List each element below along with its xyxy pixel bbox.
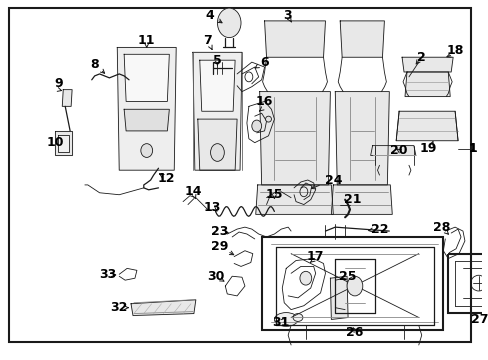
- Text: 10: 10: [46, 136, 64, 149]
- Polygon shape: [259, 91, 330, 185]
- Text: 22: 22: [370, 222, 387, 235]
- Polygon shape: [124, 54, 169, 102]
- Polygon shape: [55, 131, 72, 156]
- Polygon shape: [264, 21, 325, 57]
- Text: 30: 30: [206, 270, 224, 283]
- Polygon shape: [401, 57, 452, 72]
- Bar: [447, 254, 488, 312]
- Polygon shape: [62, 90, 72, 106]
- Text: 32: 32: [110, 301, 128, 314]
- Polygon shape: [370, 146, 415, 156]
- Polygon shape: [200, 60, 235, 111]
- Text: 27: 27: [470, 313, 488, 326]
- Polygon shape: [198, 119, 237, 170]
- Polygon shape: [340, 21, 384, 57]
- Text: 3: 3: [282, 9, 291, 22]
- Ellipse shape: [346, 276, 362, 296]
- Ellipse shape: [217, 8, 241, 37]
- Text: 24: 24: [324, 174, 342, 186]
- Polygon shape: [131, 300, 195, 315]
- Polygon shape: [192, 52, 242, 170]
- Text: 26: 26: [346, 326, 363, 339]
- Polygon shape: [117, 48, 176, 170]
- Bar: [261, 237, 443, 330]
- Polygon shape: [124, 109, 169, 131]
- Polygon shape: [331, 185, 391, 214]
- Text: 11: 11: [138, 34, 155, 47]
- Text: 13: 13: [203, 201, 221, 214]
- Text: 4: 4: [205, 9, 214, 22]
- Polygon shape: [404, 72, 449, 96]
- Text: 15: 15: [265, 188, 283, 201]
- Text: 31: 31: [272, 316, 289, 329]
- Polygon shape: [255, 185, 333, 214]
- Text: 17: 17: [306, 250, 324, 263]
- Polygon shape: [330, 276, 347, 319]
- Text: 19: 19: [419, 142, 436, 155]
- Text: 29: 29: [210, 240, 227, 253]
- Text: 1: 1: [468, 142, 476, 155]
- Text: 8: 8: [90, 58, 99, 71]
- Text: 1: 1: [468, 144, 476, 154]
- Ellipse shape: [210, 144, 224, 161]
- Text: 14: 14: [184, 185, 201, 198]
- Text: 2: 2: [416, 51, 425, 64]
- Polygon shape: [58, 135, 69, 152]
- Ellipse shape: [141, 144, 152, 157]
- Text: 12: 12: [157, 171, 175, 185]
- Polygon shape: [395, 111, 457, 141]
- Ellipse shape: [251, 120, 261, 132]
- Ellipse shape: [274, 312, 297, 326]
- Ellipse shape: [265, 116, 271, 122]
- Text: 6: 6: [260, 56, 268, 69]
- Text: 21: 21: [344, 193, 361, 206]
- Text: 9: 9: [54, 77, 62, 90]
- Text: 25: 25: [339, 270, 356, 283]
- Ellipse shape: [299, 271, 311, 285]
- Text: 23: 23: [210, 225, 227, 238]
- Text: 28: 28: [432, 221, 449, 234]
- Polygon shape: [335, 91, 388, 185]
- Text: 20: 20: [389, 144, 407, 157]
- Text: 5: 5: [213, 54, 222, 67]
- Text: 7: 7: [203, 34, 212, 47]
- Text: 33: 33: [99, 268, 116, 281]
- Ellipse shape: [292, 314, 302, 321]
- Text: 18: 18: [446, 44, 463, 57]
- Text: 16: 16: [255, 95, 273, 108]
